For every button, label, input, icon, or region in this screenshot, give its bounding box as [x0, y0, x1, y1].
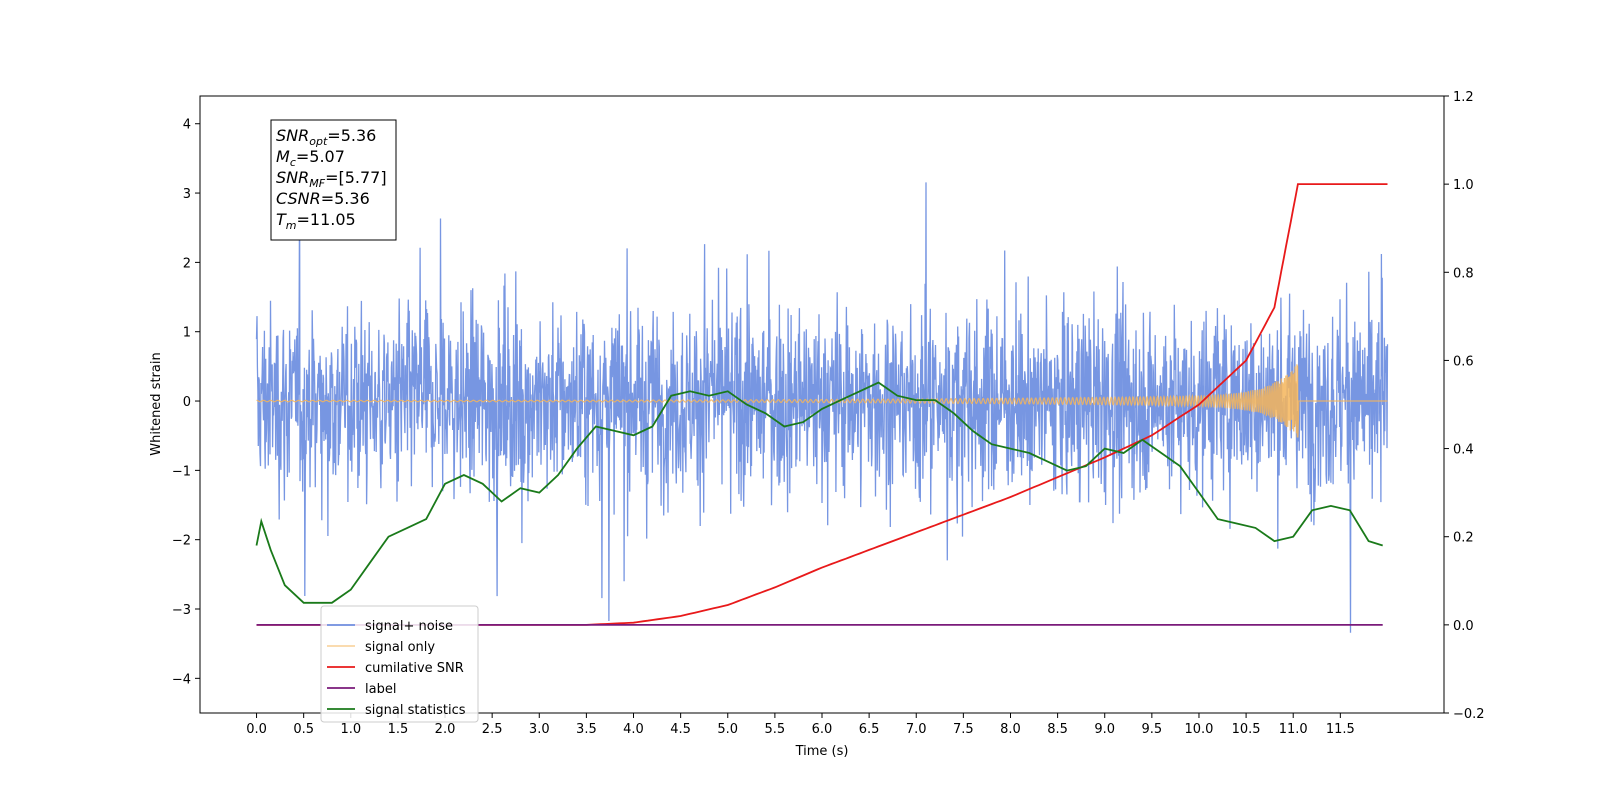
y-tick-label: −4	[172, 672, 191, 687]
legend-signal-noise-text: signal+ noise	[365, 619, 453, 634]
x-tick-label: 11.0	[1279, 722, 1308, 737]
y2-tick-label: 0.8	[1453, 266, 1474, 281]
y-tick-label: −2	[172, 534, 191, 549]
y-tick-label: 3	[183, 187, 191, 202]
y-tick-label: 2	[183, 256, 191, 271]
ticks-layer: 0.0 0.5 1.0 1.5 2.0 2.5 3.0 3.5 4.0 4.5 5.0 5.5 6.0 6…	[172, 90, 1485, 737]
annotation-line: CSNR=5.36	[276, 189, 370, 208]
x-tick-label: 11.5	[1326, 722, 1355, 737]
y-tick-label: 0	[183, 395, 191, 410]
x-tick-label: 8.0	[1000, 722, 1021, 737]
x-tick-label: 4.0	[623, 722, 644, 737]
annotation-line: Tm=11.05	[276, 210, 356, 232]
series-layer	[255, 182, 1389, 633]
annotation-line: Mc=5.07	[276, 147, 345, 169]
y2-tick-label: 0.6	[1453, 354, 1474, 369]
legend-frame	[320, 605, 479, 723]
legend-signal-statistics-text: signal statistics	[365, 703, 466, 718]
annotation-line: SNRMF=[5.77]	[276, 168, 387, 190]
series-signal-only	[256, 364, 1388, 438]
x-tick-label: 6.0	[812, 722, 833, 737]
x-tick-label: 2.0	[435, 722, 456, 737]
y-tick-label: −1	[172, 464, 191, 479]
x-tick-label: 3.0	[529, 722, 550, 737]
series-signal-noise	[255, 182, 1389, 633]
x-axis-label: Time (s)	[795, 744, 849, 759]
legend: signal+ noise signal only cumilative SNR la…	[320, 605, 479, 723]
x-tick-label: 1.0	[340, 722, 361, 737]
x-tick-label: 4.5	[670, 722, 691, 737]
x-tick-label: 0.0	[246, 722, 267, 737]
x-tick-label: 5.0	[717, 722, 738, 737]
x-tick-label: 8.5	[1047, 722, 1068, 737]
y-axis-label: Whitened strain	[149, 352, 164, 455]
x-tick-label: 3.5	[576, 722, 597, 737]
x-tick-label: 10.5	[1232, 722, 1261, 737]
x-tick-label: 6.5	[859, 722, 880, 737]
x-tick-label: 1.5	[388, 722, 409, 737]
y-tick-label: −3	[172, 603, 191, 618]
y2-tick-label: 1.0	[1453, 178, 1474, 193]
y-tick-label: 1	[183, 326, 191, 341]
x-tick-label: 10.0	[1184, 722, 1213, 737]
legend-signal-only-text: signal only	[365, 640, 435, 655]
x-tick-label: 7.5	[953, 722, 974, 737]
annotation-line: SNRopt=5.36	[276, 126, 376, 148]
legend-label-text: label	[365, 682, 396, 697]
y2-tick-label: 0.4	[1453, 443, 1474, 458]
x-tick-label: 9.0	[1094, 722, 1115, 737]
series-cumulative-snr	[256, 183, 1388, 626]
annotation-frame	[270, 119, 397, 241]
y2-tick-label: 0.2	[1453, 531, 1474, 546]
x-tick-label: 2.5	[482, 722, 503, 737]
y-tick-label: 4	[183, 118, 191, 133]
series-signal-statistics	[255, 381, 1383, 604]
x-tick-label: 5.5	[765, 722, 786, 737]
legend-cumulative-snr-text: cumilative SNR	[365, 661, 464, 676]
x-tick-label: 9.5	[1142, 722, 1163, 737]
x-tick-label: 0.5	[293, 722, 314, 737]
y2-tick-label: −0.2	[1453, 707, 1485, 722]
y2-tick-label: 1.2	[1453, 90, 1474, 105]
x-tick-label: 7.0	[906, 722, 927, 737]
y2-tick-label: 0.0	[1453, 619, 1474, 634]
